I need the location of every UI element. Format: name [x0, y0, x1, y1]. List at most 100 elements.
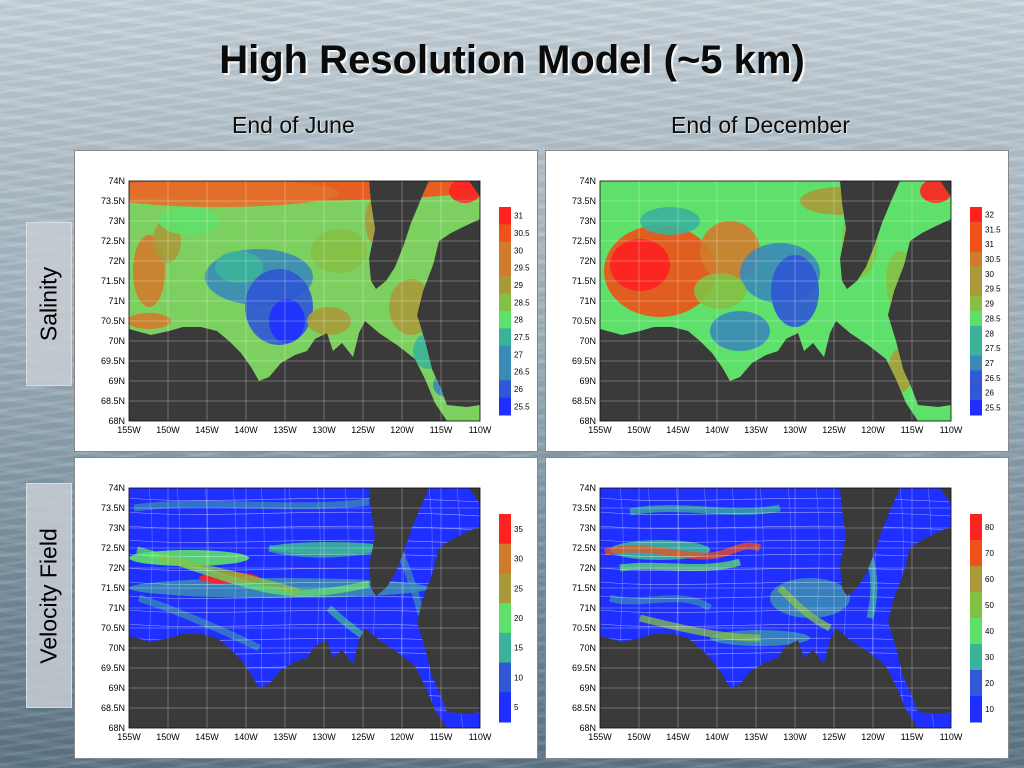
salinity-june-map: 74N 73.5N 73N 72.5N 72N 71.5N 71N 70.5N 70N 69.5N… [101, 176, 530, 435]
lat-tick-label: 71N [579, 296, 596, 306]
colorbar-segment [970, 296, 982, 312]
colorbar-tick-label: 29.5 [985, 285, 1001, 294]
colorbar-tick-label: 27 [514, 350, 523, 359]
colorbar-segment [970, 251, 982, 267]
colorbar-tick-label: 30.5 [985, 255, 1001, 264]
lat-tick-label: 70N [108, 336, 125, 346]
lat-tick-label: 70.5N [572, 316, 596, 326]
lat-tick-label: 73.5N [572, 196, 596, 206]
lon-tick-label: 155W [588, 732, 612, 742]
lat-tick-label: 74N [108, 483, 125, 493]
lat-tick-label: 72N [579, 256, 596, 266]
lon-tick-label: 145W [195, 425, 219, 435]
map-frame [599, 487, 952, 729]
panel-salinity-december: 74N 73.5N 73N 72.5N 72N 71.5N 71N 70.5N 70N 69.5N… [545, 150, 1009, 452]
lon-tick-label: 130W [312, 425, 336, 435]
colorbar-segment [499, 276, 511, 295]
colorbar-tick-label: 60 [985, 575, 994, 584]
colorbar-tick-label: 29.5 [514, 264, 530, 273]
colorbar-tick-label: 29 [514, 281, 523, 290]
colorbar-segment [499, 603, 511, 634]
map-frame [128, 487, 481, 729]
colorbar-segment [970, 618, 982, 645]
lon-tick-label: 155W [117, 425, 141, 435]
row-label-salinity: Salinity [26, 222, 72, 386]
colorbar-tick-label: 80 [985, 523, 994, 532]
colorbar-segment [499, 363, 511, 381]
lon-tick-label: 150W [627, 425, 651, 435]
row-label-velocity: Velocity Field [26, 483, 72, 708]
lat-tick-label: 70N [579, 643, 596, 653]
colorbar-tick-label: 28.5 [514, 298, 530, 307]
lat-tick-label: 68N [579, 723, 596, 733]
colorbar-tick-label: 40 [985, 627, 994, 636]
velocity-june-map: 74N 73.5N 73N 72.5N 72N 71.5N 71N 70.5N 70N 69.5N… [101, 483, 523, 742]
colorbar-segment [970, 221, 982, 238]
colorbar-segment [970, 514, 982, 541]
lat-tick-label: 73N [108, 523, 125, 533]
lat-tick-label: 71N [108, 603, 125, 613]
lat-tick-label: 71N [108, 296, 125, 306]
lon-tick-label: 140W [705, 425, 729, 435]
colorbar-tick-label: 30.5 [514, 229, 530, 238]
row-label-velocity-text: Velocity Field [35, 527, 62, 664]
lat-tick-label: 69.5N [101, 356, 125, 366]
lon-tick-label: 150W [156, 425, 180, 435]
lat-tick-label: 72.5N [101, 236, 125, 246]
lat-tick-label: 70N [579, 336, 596, 346]
lon-tick-label: 150W [627, 732, 651, 742]
lat-tick-label: 73N [579, 523, 596, 533]
colorbar-segment [970, 236, 982, 253]
lon-tick-label: 120W [861, 425, 885, 435]
lat-tick-label: 68.5N [572, 703, 596, 713]
colorbar-tick-label: 30 [985, 270, 994, 279]
lat-tick-label: 68N [579, 416, 596, 426]
lon-tick-label: 150W [156, 732, 180, 742]
lon-tick-label: 135W [273, 732, 297, 742]
lon-tick-label: 135W [744, 732, 768, 742]
lat-tick-label: 74N [108, 176, 125, 186]
lon-tick-label: 115W [901, 425, 924, 435]
colorbar-segment [970, 540, 982, 567]
lon-tick-label: 140W [234, 425, 258, 435]
colorbar-tick-label: 29 [985, 300, 994, 309]
colorbar-tick-label: 28.5 [985, 314, 1001, 323]
colorbar-tick-label: 30 [985, 653, 994, 662]
colorbar-tick-label: 26 [514, 385, 523, 394]
salinity-december-map: 74N 73.5N 73N 72.5N 72N 71.5N 71N 70.5N 70N 69.5N… [572, 176, 1001, 435]
colorbar-tick-label: 10 [514, 673, 523, 682]
lon-tick-label: 130W [312, 732, 336, 742]
lat-tick-label: 73.5N [572, 503, 596, 513]
colorbar-segment [970, 311, 982, 327]
map-frame [599, 180, 952, 422]
colorbar-tick-label: 25.5 [514, 402, 530, 411]
lat-tick-label: 72.5N [572, 236, 596, 246]
lon-tick-label: 130W [783, 425, 807, 435]
lat-tick-label: 69N [579, 376, 596, 386]
colorbar-segment [970, 385, 982, 401]
colorbar-segment [499, 514, 511, 545]
lat-tick-label: 74N [579, 176, 596, 186]
lat-tick-label: 71.5N [101, 276, 125, 286]
lon-tick-label: 115W [430, 732, 453, 742]
colorbar-segment [499, 692, 511, 723]
lat-tick-label: 70.5N [572, 623, 596, 633]
colorbar-segment [970, 281, 982, 297]
colorbar-segment [499, 224, 511, 243]
colorbar-tick-label: 35 [514, 525, 523, 534]
colorbar-tick-label: 25 [514, 584, 523, 593]
colorbar-tick-label: 32 [985, 210, 994, 219]
slide-title: High Resolution Model (~5 km) [219, 38, 805, 82]
colorbar-segment [970, 340, 982, 357]
colorbar-segment [970, 644, 982, 671]
lat-tick-label: 68N [108, 723, 125, 733]
lat-tick-label: 70.5N [101, 623, 125, 633]
lat-tick-label: 70.5N [101, 316, 125, 326]
colorbar-tick-label: 50 [985, 601, 994, 610]
lon-tick-label: 120W [390, 732, 414, 742]
lon-tick-label: 140W [705, 732, 729, 742]
lon-tick-label: 110W [469, 425, 492, 435]
lon-tick-label: 155W [117, 732, 141, 742]
colorbar-tick-label: 27 [985, 359, 994, 368]
colorbar-tick-label: 28 [985, 329, 994, 338]
